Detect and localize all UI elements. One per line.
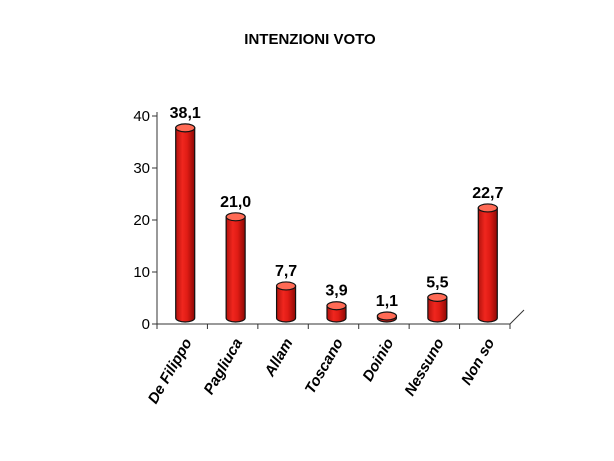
y-tick-label: 40 — [133, 108, 150, 125]
bar-top — [326, 301, 347, 311]
chart-data-labels: 38,1 21,0 7,7 3,9 1,1 5,5 22,7 — [170, 105, 504, 310]
bar-top — [477, 203, 498, 213]
bar — [477, 203, 498, 323]
category-label: Allam — [261, 336, 297, 381]
y-tick-label: 20 — [133, 212, 150, 229]
y-tick-label: 0 — [142, 316, 150, 333]
data-label: 1,1 — [376, 293, 398, 310]
category-label: Nessuno — [401, 336, 447, 399]
bar-top — [225, 212, 246, 222]
bar-body — [225, 216, 246, 323]
category-label: Doinio — [359, 336, 397, 385]
data-label: 22,7 — [472, 185, 503, 202]
bar-body — [427, 296, 448, 323]
bar — [275, 281, 297, 323]
bar-top — [175, 123, 196, 133]
chart-axes: 0 10 20 30 40 — [133, 108, 525, 333]
bar-top — [376, 311, 398, 321]
data-label: 21,0 — [220, 194, 251, 211]
y-tick-label: 10 — [133, 264, 150, 281]
category-label: De Filippo — [145, 336, 196, 407]
chart-bars — [175, 123, 498, 323]
data-label: 38,1 — [170, 105, 201, 122]
bar-body — [477, 207, 498, 323]
bar-body — [175, 127, 196, 323]
bar — [376, 311, 398, 323]
chart-category-labels: De Filippo Pagliuca Allam Toscano Doinio Ness… — [145, 336, 499, 407]
bar — [225, 212, 246, 323]
category-label: Toscano — [302, 336, 347, 397]
chart-title: INTENZIONI VOTO — [244, 31, 376, 48]
bar — [175, 123, 196, 323]
bar — [427, 292, 448, 323]
category-label: Pagliuca — [201, 336, 247, 398]
floor-depth-line — [509, 309, 525, 325]
data-label: 7,7 — [275, 263, 297, 280]
data-label: 3,9 — [325, 283, 347, 300]
y-tick-label: 30 — [133, 160, 150, 177]
bar-top — [427, 292, 448, 302]
category-label: Non so — [458, 336, 498, 389]
bar-top — [275, 281, 297, 291]
data-label: 5,5 — [426, 274, 448, 291]
bar-body — [275, 285, 297, 323]
bar — [326, 301, 347, 323]
